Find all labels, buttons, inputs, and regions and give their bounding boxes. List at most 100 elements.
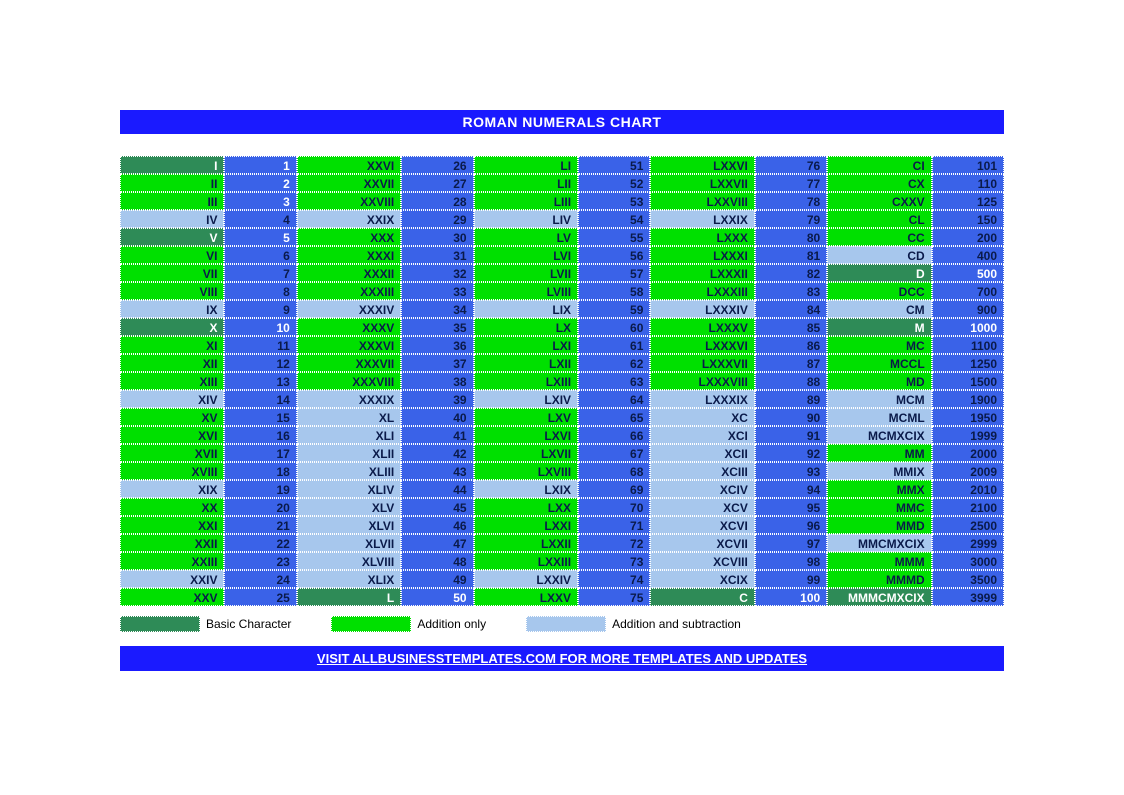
arabic-cell: 900 [932,300,1004,318]
footer-link-text[interactable]: VISIT ALLBUSINESSTEMPLATES.COM FOR MORE … [317,651,807,666]
roman-cell: IV [120,210,224,228]
arabic-cell: 85 [755,318,827,336]
arabic-cell: 52 [578,174,650,192]
roman-cell: LXI [474,336,578,354]
roman-cell: LXVII [474,444,578,462]
roman-cell: XXXV [297,318,401,336]
footer-link-bar[interactable]: VISIT ALLBUSINESSTEMPLATES.COM FOR MORE … [120,646,1004,671]
arabic-cell: 88 [755,372,827,390]
arabic-cell: 44 [401,480,473,498]
roman-cell: VII [120,264,224,282]
roman-cell: XLIII [297,462,401,480]
roman-cell: XXII [120,534,224,552]
roman-cell: LII [474,174,578,192]
arabic-cell: 1250 [932,354,1004,372]
roman-cell: XIII [120,372,224,390]
roman-cell: XI [120,336,224,354]
arabic-cell: 1999 [932,426,1004,444]
roman-cell: XXIV [120,570,224,588]
roman-cell: C [650,588,754,606]
arabic-cell: 2009 [932,462,1004,480]
arabic-cell: 500 [932,264,1004,282]
arabic-cell: 54 [578,210,650,228]
arabic-cell: 77 [755,174,827,192]
arabic-cell: 74 [578,570,650,588]
roman-cell: XCVIII [650,552,754,570]
arabic-cell: 2999 [932,534,1004,552]
arabic-cell: 150 [932,210,1004,228]
arabic-cell: 2500 [932,516,1004,534]
arabic-cell: 2 [224,174,296,192]
arabic-cell: 1000 [932,318,1004,336]
arabic-cell: 8 [224,282,296,300]
page-title: ROMAN NUMERALS CHART [120,110,1004,134]
roman-cell: I [120,156,224,174]
roman-cell: XXXII [297,264,401,282]
roman-cell: XL [297,408,401,426]
arabic-cell: 72 [578,534,650,552]
legend-label-addonly: Addition only [417,617,486,631]
arabic-cell: 110 [932,174,1004,192]
roman-cell: XXI [120,516,224,534]
arabic-cell: 73 [578,552,650,570]
roman-cell: XXIX [297,210,401,228]
arabic-cell: 48 [401,552,473,570]
roman-cell: LIV [474,210,578,228]
roman-cell: LXVIII [474,462,578,480]
arabic-cell: 21 [224,516,296,534]
roman-cell: XXXVII [297,354,401,372]
roman-cell: LXX [474,498,578,516]
arabic-cell: 71 [578,516,650,534]
roman-cell: XVII [120,444,224,462]
arabic-cell: 18 [224,462,296,480]
arabic-cell: 82 [755,264,827,282]
roman-cell: LXXII [474,534,578,552]
arabic-cell: 58 [578,282,650,300]
legend-item-basic: Basic Character [120,616,291,632]
chart-column: CI101CX110CXXV125CL150CC200CD400D500DCC7… [827,156,1004,606]
swatch-addsub [526,616,606,632]
arabic-cell: 101 [932,156,1004,174]
arabic-cell: 100 [755,588,827,606]
roman-cell: VIII [120,282,224,300]
roman-cell: MMX [827,480,931,498]
roman-cell: CI [827,156,931,174]
arabic-cell: 20 [224,498,296,516]
arabic-cell: 59 [578,300,650,318]
roman-cell: XCIV [650,480,754,498]
arabic-cell: 700 [932,282,1004,300]
arabic-cell: 94 [755,480,827,498]
arabic-cell: 39 [401,390,473,408]
roman-cell: CL [827,210,931,228]
roman-cell: XLVII [297,534,401,552]
arabic-cell: 4 [224,210,296,228]
arabic-cell: 1500 [932,372,1004,390]
arabic-cell: 7 [224,264,296,282]
roman-cell: LI [474,156,578,174]
arabic-cell: 34 [401,300,473,318]
arabic-cell: 200 [932,228,1004,246]
roman-cell: X [120,318,224,336]
roman-cell: LXXXVII [650,354,754,372]
chart-column: LI51LII52LIII53LIV54LV55LVI56LVII57LVIII… [474,156,651,606]
roman-cell: MCMXCIX [827,426,931,444]
roman-cell: XC [650,408,754,426]
arabic-cell: 2010 [932,480,1004,498]
roman-cell: XX [120,498,224,516]
roman-cell: XXXIII [297,282,401,300]
roman-cell: XXXIX [297,390,401,408]
roman-cell: LXIV [474,390,578,408]
roman-cell: LIII [474,192,578,210]
roman-cell: XXXI [297,246,401,264]
arabic-cell: 56 [578,246,650,264]
roman-cell: LVII [474,264,578,282]
roman-cell: LXXX [650,228,754,246]
roman-cell: MCCL [827,354,931,372]
arabic-cell: 26 [401,156,473,174]
arabic-cell: 28 [401,192,473,210]
arabic-cell: 57 [578,264,650,282]
legend-label-basic: Basic Character [206,617,291,631]
arabic-cell: 78 [755,192,827,210]
arabic-cell: 22 [224,534,296,552]
arabic-cell: 1100 [932,336,1004,354]
